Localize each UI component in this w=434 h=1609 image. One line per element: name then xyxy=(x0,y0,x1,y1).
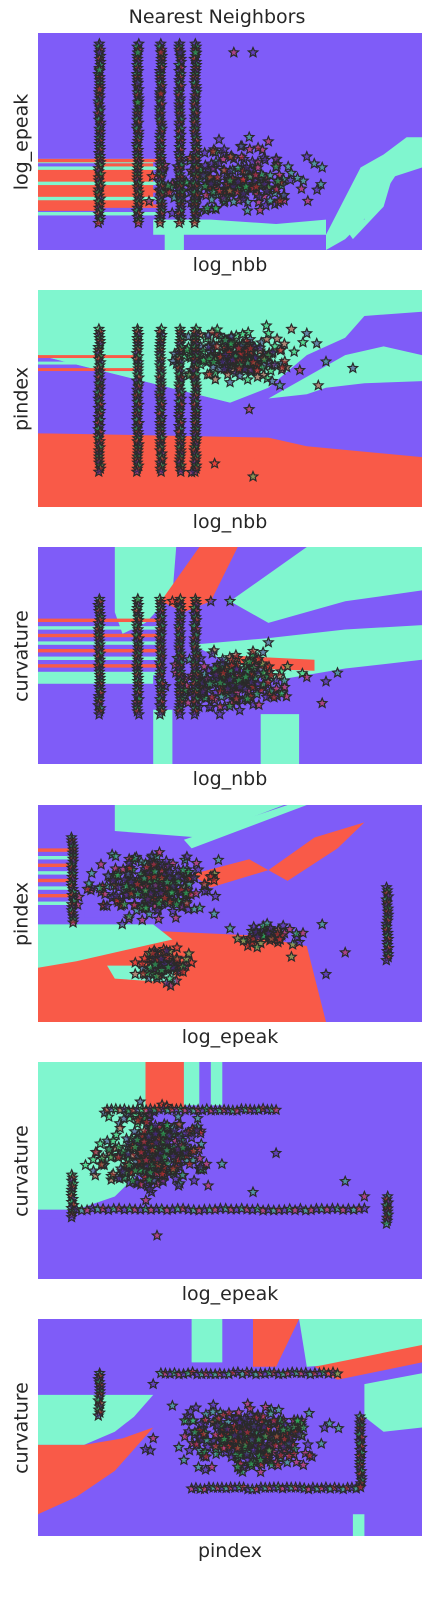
decision-boundary-plot xyxy=(38,290,422,507)
subplot-3: log_nbb curvature xyxy=(0,547,434,815)
boundary-stripe xyxy=(38,362,134,365)
subplot-4: log_epeak pindex xyxy=(0,805,434,1073)
x-axis-label: pindex xyxy=(38,1540,422,1562)
decision-boundary-plot xyxy=(38,1319,422,1536)
decision-region-teal xyxy=(165,224,184,250)
decision-boundary-plot xyxy=(38,547,422,764)
y-axis-label: log_epeak xyxy=(10,33,34,250)
y-axis-label: curvature xyxy=(10,1062,34,1279)
boundary-stripe xyxy=(38,894,73,897)
x-axis-label: log_nbb xyxy=(38,254,422,276)
decision-region-teal xyxy=(353,1514,365,1536)
y-axis-label: pindex xyxy=(10,805,34,1022)
figure-title: Nearest Neighbors xyxy=(0,6,434,28)
x-axis-label: log_nbb xyxy=(38,511,422,533)
decision-boundary-plot xyxy=(38,33,422,250)
boundary-stripe xyxy=(38,368,134,371)
boundary-stripe xyxy=(38,355,134,358)
y-axis-label: curvature xyxy=(10,547,34,764)
plot-area xyxy=(38,547,422,764)
x-axis-label: log_nbb xyxy=(38,768,422,790)
plot-area xyxy=(38,805,422,1022)
x-axis-label: log_epeak xyxy=(38,1283,422,1305)
decision-region-teal xyxy=(261,714,299,764)
decision-region-teal xyxy=(184,1062,199,1105)
subplot-5: log_epeak curvature xyxy=(0,1062,434,1330)
subplot-2: log_nbb pindex xyxy=(0,290,434,558)
y-axis-label: curvature xyxy=(10,1319,34,1536)
decision-region-teal xyxy=(192,1319,223,1362)
subplot-1: log_nbb log_epeak xyxy=(0,33,434,301)
decision-region-teal xyxy=(211,1062,223,1105)
boundary-stripe xyxy=(38,871,73,874)
x-axis-label: log_epeak xyxy=(38,1026,422,1048)
decision-boundary-plot xyxy=(38,1062,422,1279)
y-axis-label: pindex xyxy=(10,290,34,507)
plot-area xyxy=(38,1319,422,1536)
subplot-6: pindex curvature xyxy=(0,1319,434,1587)
plot-area xyxy=(38,33,422,250)
plot-area xyxy=(38,290,422,507)
boundary-stripe xyxy=(38,856,73,859)
decision-boundary-plot xyxy=(38,805,422,1022)
boundary-stripe xyxy=(38,886,73,889)
plot-area xyxy=(38,1062,422,1279)
decision-region-red xyxy=(38,168,99,211)
